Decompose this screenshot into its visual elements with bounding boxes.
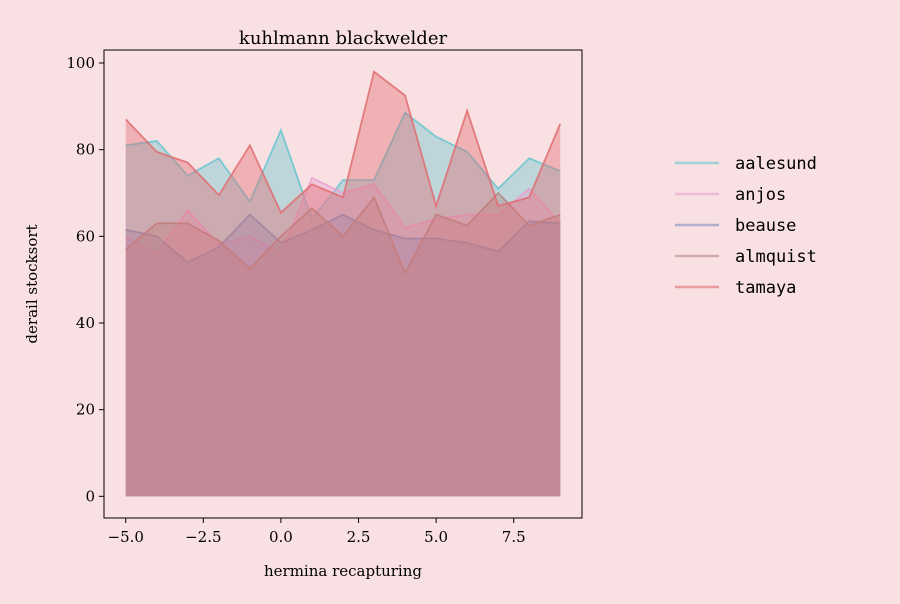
x-tick-label: −2.5 bbox=[185, 528, 221, 546]
legend-label: beause bbox=[735, 216, 796, 236]
legend-item-beause: beause bbox=[675, 216, 796, 236]
y-tick-label: 80 bbox=[76, 141, 95, 159]
legend-label: almquist bbox=[735, 247, 817, 267]
legend-item-anjos: anjos bbox=[675, 185, 786, 205]
y-tick-label: 100 bbox=[66, 54, 95, 72]
area-anjos bbox=[125, 177, 561, 497]
area-beause bbox=[125, 214, 561, 497]
x-axis: −5.0 −2.5 0.0 2.5 5.0 7.5 bbox=[108, 518, 526, 546]
x-tick-label: 0.0 bbox=[269, 528, 293, 546]
legend-label: tamaya bbox=[735, 278, 796, 298]
legend-label: anjos bbox=[735, 185, 786, 205]
line-beause bbox=[125, 213, 561, 264]
legend: aalesund anjos beause almquist tamaya bbox=[675, 154, 817, 298]
plot-areas bbox=[125, 70, 562, 497]
plot-frame bbox=[103, 49, 583, 519]
y-axis-label: derail stocksort bbox=[23, 224, 41, 343]
x-tick-label: −5.0 bbox=[108, 528, 144, 546]
x-tick-label: 5.0 bbox=[424, 528, 448, 546]
line-anjos bbox=[125, 176, 561, 255]
y-tick-label: 0 bbox=[85, 487, 95, 505]
legend-item-aalesund: aalesund bbox=[675, 154, 817, 174]
line-almquist bbox=[125, 191, 561, 276]
legend-label: aalesund bbox=[735, 154, 817, 174]
area-tamaya bbox=[125, 71, 561, 497]
area-aalesund bbox=[125, 112, 561, 497]
y-tick-label: 60 bbox=[76, 227, 95, 245]
x-tick-label: 2.5 bbox=[347, 528, 371, 546]
chart-title: kuhlmann blackwelder bbox=[239, 28, 448, 49]
line-tamaya bbox=[125, 70, 562, 214]
y-tick-label: 40 bbox=[76, 314, 95, 332]
y-axis: 0 20 40 60 80 100 bbox=[66, 54, 104, 505]
y-tick-label: 20 bbox=[76, 401, 95, 419]
x-axis-label: hermina recapturing bbox=[264, 562, 422, 580]
x-tick-label: 7.5 bbox=[502, 528, 526, 546]
legend-item-almquist: almquist bbox=[675, 247, 817, 267]
area-almquist bbox=[125, 193, 561, 497]
legend-item-tamaya: tamaya bbox=[675, 278, 796, 298]
